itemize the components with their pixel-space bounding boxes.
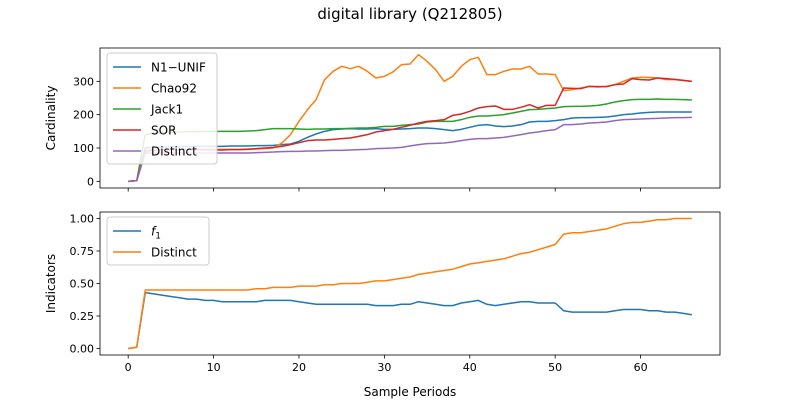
series-line-distinct [128,116,692,183]
legend-label-f1: f1 [151,225,161,242]
legend-label-distinct: Distinct [151,145,197,159]
legend-label-chao92: Chao92 [151,82,197,96]
y-tick-label: 0.25 [70,310,95,323]
series-line-distinct [128,217,692,350]
indicators-plot: 0 10 20 30 40 50 60 0.00 0.25 0.50 0.75 1.00 Indicat… [44,211,721,399]
x-tick-label: 10 [207,361,221,374]
series-line-sor [128,77,692,183]
x-tick-label: 0 [125,361,132,374]
series-line-f1 [128,291,692,350]
x-tick-label: 40 [463,361,477,374]
legend-label-distinct: Distinct [151,246,197,260]
y-tick-label: 1.00 [70,213,95,226]
legend-box [106,52,218,165]
x-tick-label: 60 [634,361,648,374]
x-tick-label: 50 [548,361,562,374]
x-tick-label: 20 [292,361,306,374]
y-tick-label: 200 [73,109,94,122]
legend-label-sor: SOR [151,124,176,138]
y-tick-label: 0.75 [70,245,95,258]
y-tick-label: 0 [87,175,94,188]
y-tick-label: 0.50 [70,278,95,291]
x-tick-label: 30 [377,361,391,374]
legend-box [106,216,210,266]
x-axis-label: Sample Periods [364,385,456,399]
series-line-n1-unif [128,111,692,183]
legend-label-n1-unif: N1−UNIF [151,61,206,75]
cardinality-plot: 0 100 200 300 Cardinality N1−UNIF Chao92 Jack1 S… [44,47,721,192]
y-tick-label: 0.00 [70,343,95,356]
y-axis-label: Indicators [44,254,58,313]
y-tick-label: 100 [73,142,94,155]
y-tick-label: 300 [73,75,94,88]
y-axis-label: Cardinality [44,86,58,151]
figure-title: digital library (Q212805) [317,5,502,23]
legend-label-jack1: Jack1 [150,103,183,117]
axes-frame [99,47,721,189]
